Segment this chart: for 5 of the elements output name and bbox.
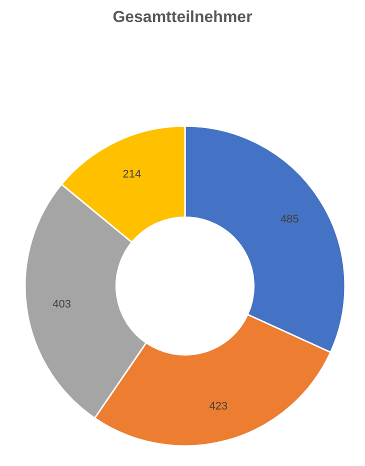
- chart-title: Gesamtteilnehmer: [112, 9, 252, 26]
- data-label: 485: [280, 214, 299, 226]
- data-label: 423: [209, 400, 228, 413]
- data-label: 403: [52, 298, 72, 310]
- data-label: 214: [122, 168, 142, 180]
